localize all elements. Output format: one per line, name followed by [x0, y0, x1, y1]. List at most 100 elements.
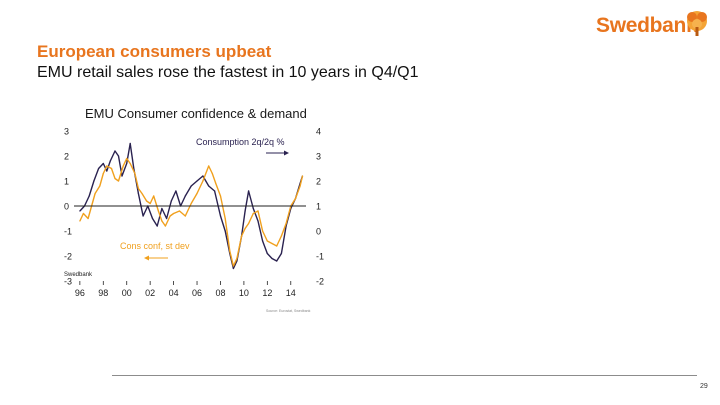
consumption-point — [248, 190, 250, 192]
confidence-point — [184, 215, 186, 217]
consumption-point — [102, 162, 104, 165]
slide-subtitle: EMU retail sales rose the fastest in 10 … — [37, 64, 419, 81]
x-axis-tick-label: 14 — [286, 288, 296, 298]
confidence-point — [102, 172, 104, 175]
consumption-point — [196, 180, 198, 182]
chart-source-logo: Swedbank — [64, 272, 93, 278]
consumption-point — [114, 150, 116, 152]
consumption-point — [257, 220, 259, 222]
consumption-point — [166, 217, 168, 220]
confidence-point — [257, 210, 259, 212]
confidence-point — [110, 167, 113, 170]
consumption-point — [208, 185, 210, 187]
confidence-point — [196, 192, 198, 195]
swedbank-logo: Swedbank — [596, 8, 712, 42]
consumption-point — [276, 260, 278, 262]
consumption-point — [133, 167, 135, 170]
confidence-point — [280, 235, 282, 237]
consumption-series-label: Consumption 2q/2q % — [196, 137, 285, 147]
confidence-point — [219, 195, 222, 197]
consumption-point — [137, 192, 139, 195]
consumption-point — [244, 210, 246, 212]
consumption-point — [280, 252, 282, 255]
left-axis-tick-label: -3 — [64, 277, 72, 287]
confidence-point — [215, 182, 217, 185]
confidence-point — [146, 200, 148, 202]
confidence-point — [276, 245, 278, 247]
confidence-point — [82, 212, 84, 215]
consumption-point — [170, 200, 172, 202]
confidence-point — [141, 192, 143, 195]
x-axis-tick-label: 98 — [98, 288, 108, 298]
right-axis-tick-label: 3 — [316, 152, 321, 162]
left-axis-tick-label: 1 — [64, 177, 69, 187]
consumption-point — [98, 167, 100, 170]
right-axis-tick-label: 2 — [316, 177, 321, 187]
consumption-point — [117, 155, 120, 157]
consumption-point — [190, 185, 192, 187]
consumption-point — [121, 175, 123, 177]
left-axis-tick-label: -2 — [64, 252, 72, 262]
consumption-point — [175, 190, 177, 192]
consumption-point — [252, 207, 254, 210]
consumption-point — [93, 180, 95, 182]
confidence-point — [169, 215, 171, 217]
consumption-point — [88, 195, 90, 197]
confidence-point — [79, 220, 81, 222]
confidence-point — [157, 210, 159, 212]
consumption-point — [271, 257, 273, 260]
confidence-series-label: Cons conf, st dev — [120, 241, 190, 251]
confidence-point — [208, 165, 210, 167]
x-axis-tick-label: 06 — [192, 288, 202, 298]
confidence-point — [262, 230, 264, 232]
consumption-point — [156, 225, 158, 227]
confidence-point — [252, 212, 254, 215]
confidence-point — [285, 222, 287, 225]
confidence-point — [190, 202, 192, 205]
slide-title: European consumers upbeat — [37, 42, 272, 61]
consumption-point — [266, 252, 268, 255]
right-axis-tick-label: -1 — [316, 252, 324, 262]
confidence-point — [299, 185, 301, 187]
x-axis-tick-label: 08 — [215, 288, 225, 298]
confidence-point — [236, 257, 238, 260]
confidence-point — [294, 197, 297, 200]
confidence-point — [202, 180, 204, 182]
confidence-point — [164, 225, 166, 227]
confidence-point — [137, 187, 139, 190]
confidence-point — [266, 240, 268, 242]
confidence-point — [244, 227, 246, 230]
confidence-point — [117, 180, 120, 182]
oak-tree-icon — [687, 11, 707, 36]
page-number: 29 — [700, 383, 708, 390]
consumer-confidence-chart: EMU Consumer confidence & demand 3210-1-… — [64, 106, 324, 313]
consumption-point — [126, 162, 128, 165]
confidence-point — [114, 177, 116, 180]
confidence-point — [153, 195, 155, 197]
confidence-point — [232, 265, 234, 267]
consumption-point — [232, 267, 234, 270]
confidence-point — [161, 220, 163, 222]
left-arrow-icon — [144, 255, 168, 261]
right-axis-tick-label: -2 — [316, 277, 324, 287]
left-axis-tick-label: 0 — [64, 202, 69, 212]
x-axis-tick-label: 10 — [239, 288, 249, 298]
footer-divider — [112, 375, 697, 376]
consumption-point — [214, 190, 216, 192]
confidence-point — [301, 175, 304, 177]
confidence-point — [122, 165, 124, 167]
chart-source-note: Source: Eurostat, Swedbank — [266, 309, 311, 313]
chart-title: EMU Consumer confidence & demand — [85, 106, 307, 121]
plot-area — [79, 142, 304, 270]
confidence-point — [224, 217, 226, 220]
right-axis-tick-label: 0 — [316, 227, 321, 237]
consumption-point — [161, 207, 163, 210]
confidence-point — [87, 217, 89, 220]
left-axis-tick-label: 2 — [64, 152, 69, 162]
confidence-point — [248, 222, 250, 225]
confidence-point — [211, 172, 213, 175]
brand-name: Swedbank — [596, 14, 698, 37]
consumption-point — [142, 215, 144, 217]
right-axis-tick-label: 1 — [316, 202, 321, 212]
confidence-point — [106, 165, 108, 167]
